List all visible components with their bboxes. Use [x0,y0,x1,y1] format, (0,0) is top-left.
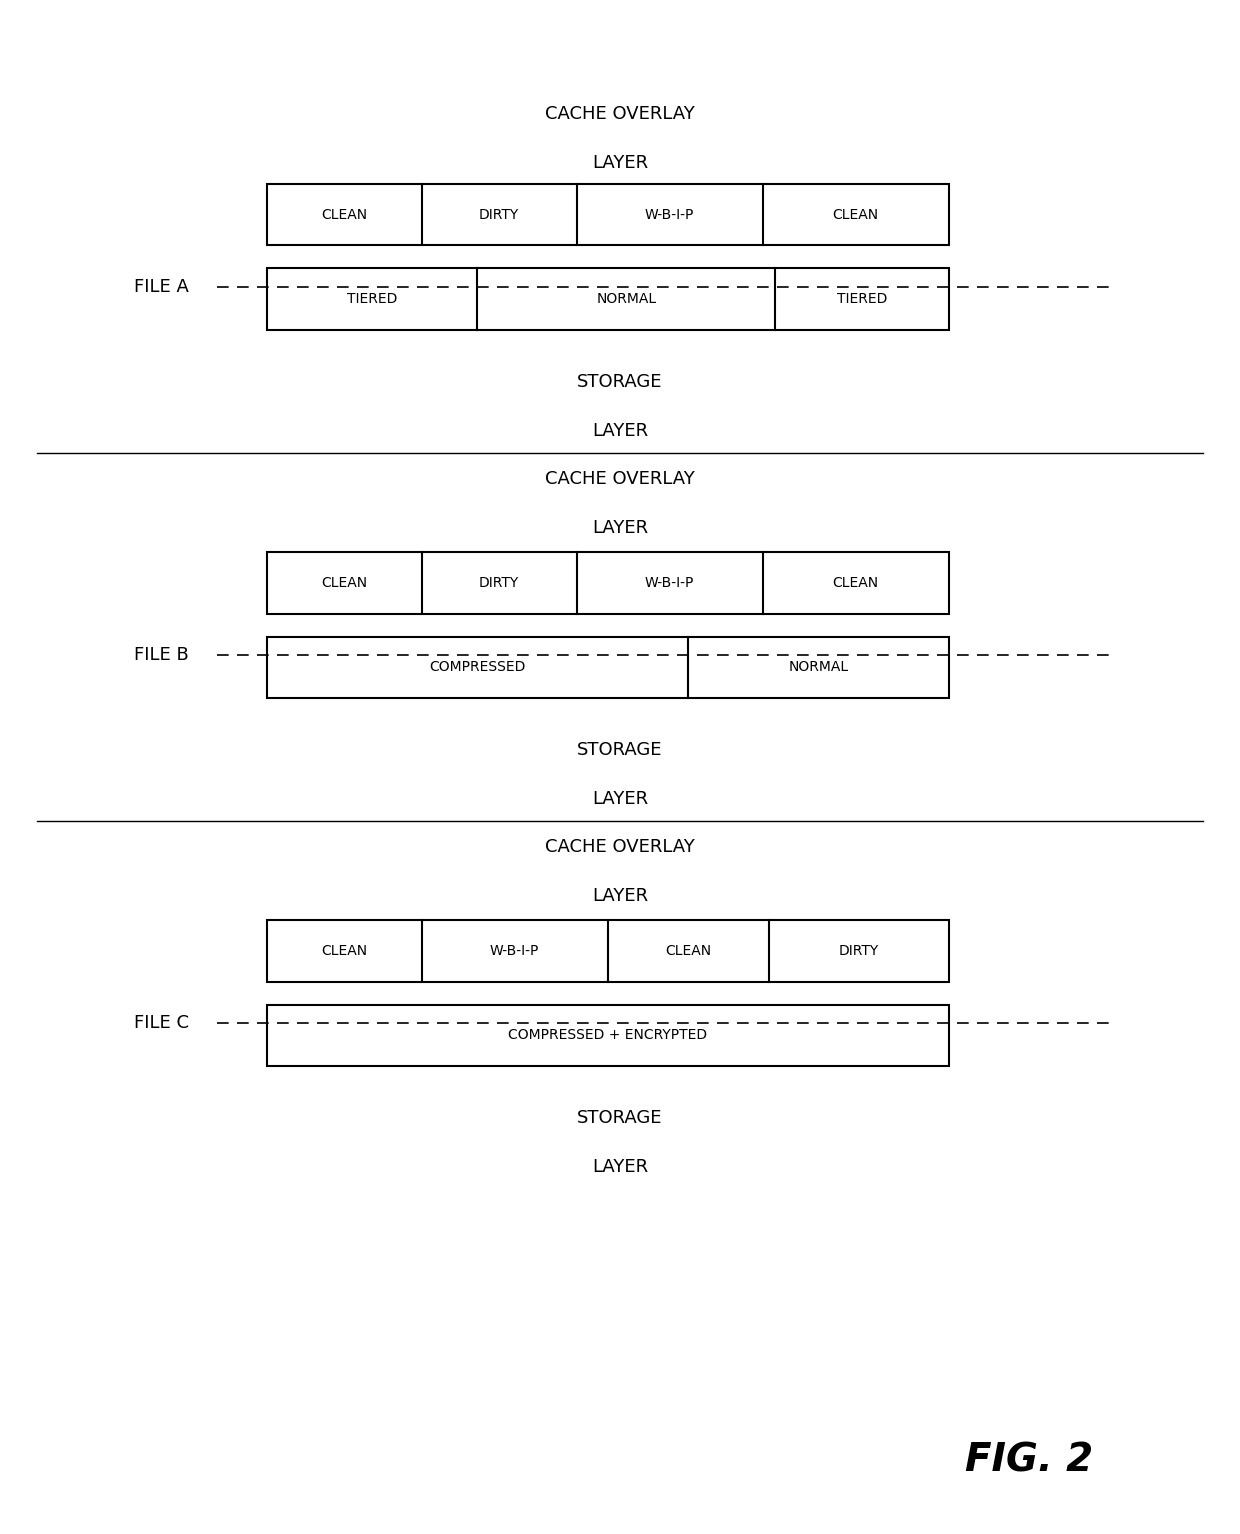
Text: LAYER: LAYER [591,887,649,905]
Text: CACHE OVERLAY: CACHE OVERLAY [546,104,694,123]
Text: LAYER: LAYER [591,790,649,808]
Bar [267,552,949,614]
Text: TIERED: TIERED [837,291,887,307]
Text: STORAGE: STORAGE [578,1109,662,1127]
Text: FIG. 2: FIG. 2 [965,1442,1094,1479]
Text: FILE B: FILE B [134,646,188,664]
Bar [267,184,949,245]
Text: FILE C: FILE C [134,1014,188,1032]
Text: TIERED: TIERED [347,291,397,307]
Bar [267,920,949,982]
Text: CLEAN: CLEAN [832,207,879,222]
Text: CACHE OVERLAY: CACHE OVERLAY [546,838,694,856]
Text: W-B-I-P: W-B-I-P [645,575,694,591]
Text: DIRTY: DIRTY [838,943,879,959]
Text: STORAGE: STORAGE [578,373,662,391]
Text: CLEAN: CLEAN [665,943,712,959]
Text: LAYER: LAYER [591,518,649,537]
Bar [267,1005,949,1066]
Text: CLEAN: CLEAN [321,943,367,959]
Text: W-B-I-P: W-B-I-P [490,943,539,959]
Text: NORMAL: NORMAL [789,660,848,675]
Text: LAYER: LAYER [591,1158,649,1177]
Text: NORMAL: NORMAL [596,291,656,307]
Text: CLEAN: CLEAN [832,575,879,591]
Text: LAYER: LAYER [591,422,649,440]
Bar [267,268,949,330]
Text: LAYER: LAYER [591,153,649,172]
Text: CACHE OVERLAY: CACHE OVERLAY [546,469,694,488]
Text: STORAGE: STORAGE [578,741,662,759]
Text: CLEAN: CLEAN [321,575,367,591]
Text: COMPRESSED: COMPRESSED [429,660,526,675]
Text: COMPRESSED + ENCRYPTED: COMPRESSED + ENCRYPTED [508,1028,707,1043]
Text: W-B-I-P: W-B-I-P [645,207,694,222]
Text: FILE A: FILE A [134,278,188,296]
Text: DIRTY: DIRTY [479,207,520,222]
Bar [267,637,949,698]
Text: CLEAN: CLEAN [321,207,367,222]
Text: DIRTY: DIRTY [479,575,520,591]
